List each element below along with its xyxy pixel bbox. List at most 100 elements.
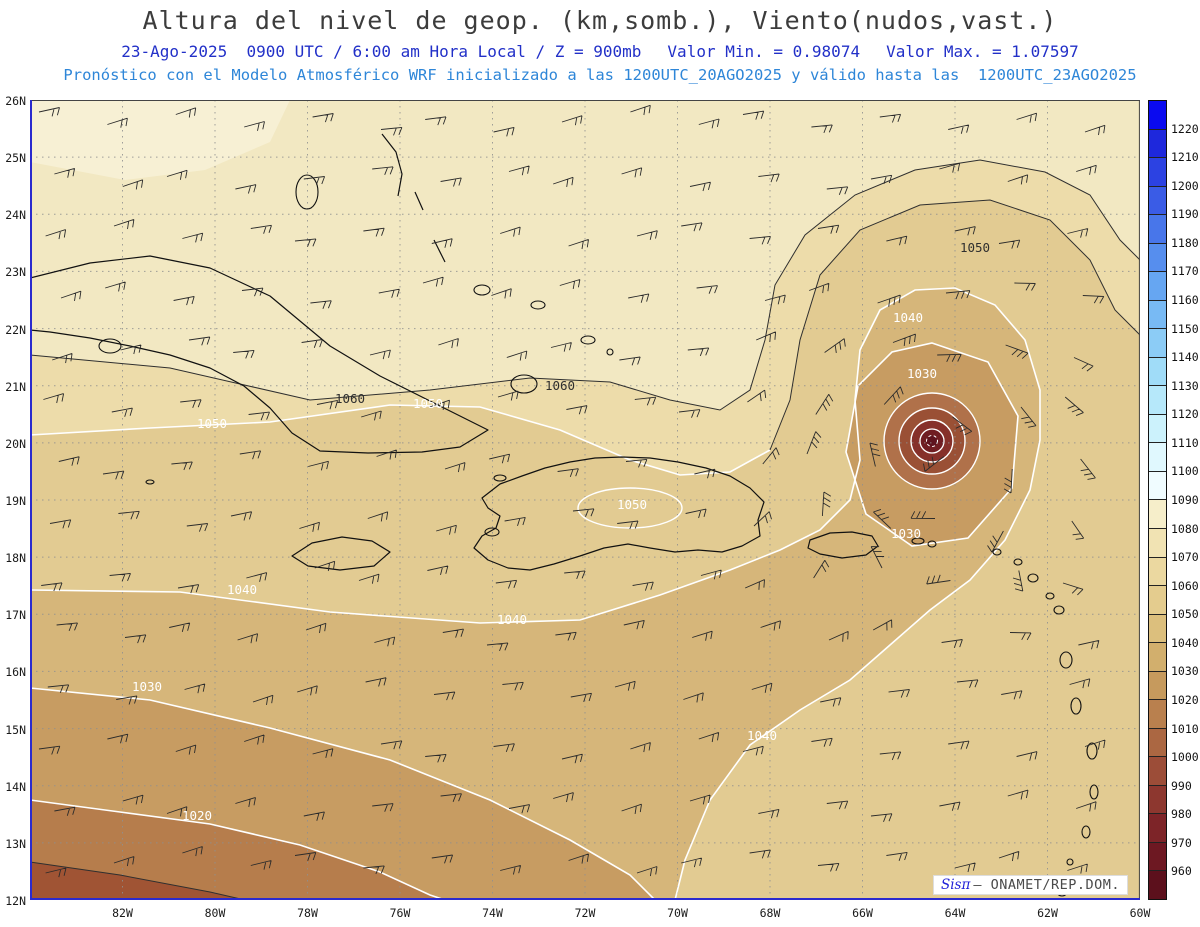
colorbar-cell bbox=[1149, 527, 1166, 557]
colorbar-cell bbox=[1149, 328, 1166, 357]
colorbar-cell bbox=[1149, 699, 1166, 728]
contour-label: 1040 bbox=[227, 582, 257, 597]
colorbar-tick-label: 1050 bbox=[1171, 607, 1199, 622]
colorbar-tick-label: 1150 bbox=[1171, 321, 1199, 336]
lon-label: 70W bbox=[667, 906, 688, 920]
contour-label: 1040 bbox=[747, 728, 777, 743]
lon-label: 82W bbox=[112, 906, 133, 920]
contour-label: 1050 bbox=[197, 416, 227, 431]
colorbar-cell bbox=[1149, 870, 1166, 899]
value-min-text: Valor Min. = 0.98074 bbox=[667, 42, 861, 61]
colorbar-tick-label: 1060 bbox=[1171, 578, 1199, 593]
colorbar-cell bbox=[1149, 157, 1166, 186]
colorbar-cell bbox=[1149, 670, 1166, 700]
map-area: 1060 1060 1050 1040 1050 1050 1050 1040 1040 1030… bbox=[30, 100, 1140, 900]
lon-label: 72W bbox=[574, 906, 596, 920]
colorbar-cell bbox=[1149, 499, 1166, 528]
subtitle-line2: Pronóstico con el Modelo Atmosférico WRF… bbox=[63, 66, 1137, 84]
contour-label: 1050 bbox=[413, 396, 443, 411]
contour-label: 1050 bbox=[960, 240, 990, 255]
contour-label: 1050 bbox=[617, 497, 647, 512]
lat-label: 12N bbox=[5, 894, 26, 908]
colorbar-cell bbox=[1149, 271, 1166, 300]
colorbar-tick-label: 1220 bbox=[1171, 121, 1199, 136]
colorbar-cell bbox=[1149, 727, 1166, 757]
contour-label: 1040 bbox=[497, 612, 527, 627]
lat-label: 15N bbox=[5, 722, 26, 737]
colorbar-cell bbox=[1149, 442, 1166, 471]
colorbar-cell bbox=[1149, 185, 1166, 215]
colorbar-cell bbox=[1149, 470, 1166, 500]
colorbar-tick-label: 1200 bbox=[1171, 178, 1199, 193]
colorbar-cell bbox=[1149, 613, 1166, 643]
lat-label: 14N bbox=[5, 779, 26, 794]
attribution-badge: Sisπ – ONAMET/REP.DOM. bbox=[932, 875, 1128, 895]
colorbar-tick-label: 1090 bbox=[1171, 493, 1199, 507]
lat-label: 26N bbox=[5, 94, 26, 108]
page-title: Altura del nivel de geop. (km,somb.), Vi… bbox=[142, 6, 1058, 35]
lon-label: 66W bbox=[852, 906, 873, 920]
colorbar-tick-label: 1000 bbox=[1171, 750, 1199, 765]
colorbar-cell bbox=[1149, 642, 1166, 671]
lon-axis: 82W 80W 78W 76W 74W 72W 70W 68W 66W 64W 62W 60W bbox=[30, 904, 1150, 924]
attribution-text: – ONAMET/REP.DOM. bbox=[973, 877, 1120, 893]
contour-label: 1030 bbox=[132, 679, 162, 694]
lon-label: 62W bbox=[1037, 906, 1058, 920]
colorbar-cell bbox=[1149, 756, 1166, 785]
colorbar-tick-label: 1040 bbox=[1171, 635, 1199, 650]
contour-label: 1030 bbox=[907, 366, 937, 381]
contour-label: 1060 bbox=[335, 391, 365, 406]
colorbar-labels: 1220 1210 1200 1190 1180 1170 1160 1150 1140 1130… bbox=[1171, 100, 1200, 900]
colorbar-tick-label: 1180 bbox=[1171, 235, 1199, 250]
colorbar-tick-label: 1030 bbox=[1171, 664, 1199, 679]
colorbar-tick-label: 970 bbox=[1171, 835, 1192, 850]
colorbar-tick-label: 1020 bbox=[1171, 693, 1199, 707]
colorbar-cell bbox=[1149, 841, 1166, 871]
lon-label: 64W bbox=[944, 906, 966, 920]
lat-label: 23N bbox=[5, 265, 26, 280]
app-name: Sisπ bbox=[940, 877, 971, 893]
weather-map-canvas: 1060 1060 1050 1040 1050 1050 1050 1040 1040 1030… bbox=[30, 100, 1140, 900]
colorbar-tick-label: 990 bbox=[1171, 778, 1192, 793]
lat-label: 22N bbox=[5, 322, 26, 337]
colorbar bbox=[1148, 100, 1167, 900]
lon-label: 60W bbox=[1129, 906, 1151, 920]
colorbar-cell bbox=[1149, 385, 1166, 414]
colorbar-cell bbox=[1149, 813, 1166, 842]
lat-axis: 26N 25N 24N 23N 22N 21N 20N 19N 18N 17N 16N 15N 14N 1… bbox=[0, 94, 27, 908]
lat-label: 21N bbox=[5, 379, 26, 394]
colorbar-cell bbox=[1149, 413, 1166, 443]
colorbar-cell bbox=[1149, 356, 1166, 386]
lon-label: 76W bbox=[389, 906, 411, 920]
subtitle-line1: 23-Ago-2025 0900 UTC / 6:00 am Hora Loca… bbox=[0, 42, 1200, 61]
colorbar-tick-label: 1140 bbox=[1171, 350, 1199, 365]
value-max-text: Valor Max. = 1.07597 bbox=[886, 42, 1079, 61]
colorbar-cell bbox=[1149, 128, 1166, 158]
colorbar-tick-label: 1130 bbox=[1171, 378, 1199, 393]
contour-label: 1040 bbox=[893, 310, 923, 325]
colorbar-tick-label: 1080 bbox=[1171, 521, 1199, 536]
lon-label: 68W bbox=[759, 906, 781, 920]
colorbar-tick-label: 960 bbox=[1171, 864, 1192, 879]
colorbar-cell bbox=[1149, 585, 1166, 614]
lat-label: 20N bbox=[5, 436, 26, 451]
contour-label: 1020 bbox=[182, 808, 212, 823]
colorbar-tick-label: 1210 bbox=[1171, 150, 1199, 165]
colorbar-cell bbox=[1149, 101, 1166, 129]
lon-label: 80W bbox=[204, 906, 226, 920]
colorbar-tick-label: 1120 bbox=[1171, 407, 1199, 422]
lat-label: 13N bbox=[5, 836, 26, 851]
lon-label: 78W bbox=[297, 906, 318, 920]
lat-label: 17N bbox=[5, 608, 26, 623]
colorbar-cell bbox=[1149, 556, 1166, 586]
colorbar-cell bbox=[1149, 784, 1166, 814]
contour-label: 1030 bbox=[891, 526, 921, 541]
colorbar-tick-label: 1190 bbox=[1171, 207, 1199, 222]
colorbar-tick-label: 980 bbox=[1171, 807, 1192, 822]
colorbar-tick-label: 1160 bbox=[1171, 293, 1199, 307]
contour-label: 1060 bbox=[545, 378, 575, 393]
colorbar-tick-label: 1100 bbox=[1171, 464, 1199, 479]
lat-label: 16N bbox=[5, 665, 26, 680]
colorbar-tick-label: 1010 bbox=[1171, 721, 1199, 736]
colorbar-cell bbox=[1149, 214, 1166, 243]
